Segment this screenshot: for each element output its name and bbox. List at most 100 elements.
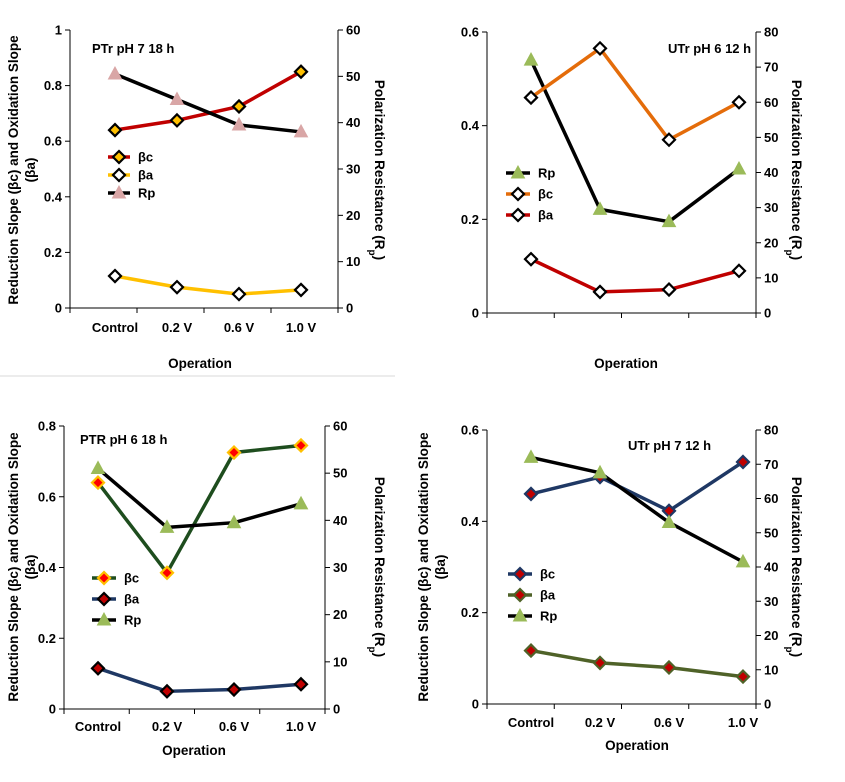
y-tick-label: 0.6 (38, 489, 56, 504)
data-point-βc (523, 90, 539, 106)
series-line-Rp (530, 455, 744, 564)
series-line-Rp (114, 72, 302, 134)
data-point-βc (661, 132, 677, 148)
data-point-Rp (159, 519, 175, 533)
y-tick-label: 0.2 (38, 631, 56, 646)
y-tick-label: 0.8 (38, 419, 56, 434)
data-point-Rp (293, 495, 309, 510)
y-tick-label: 0.2 (44, 245, 62, 260)
data-point-Rp (735, 553, 751, 568)
data-point-βc (90, 475, 106, 491)
y-axis-title: Reduction Slope (βc) and Oxidation Slope… (6, 432, 38, 702)
y2-axis-title: Polarization Resistance (Rp) (367, 477, 388, 657)
data-point-Rp (592, 201, 608, 215)
x-axis-title: Operation (162, 743, 226, 758)
chart-panel-4: 0 0.2 0.4 0.6 0 10 20 30 40 50 60 70 80 Control 0.2 V 0… (416, 423, 804, 754)
data-point-Rp (231, 116, 247, 131)
series-line-βc (114, 70, 302, 132)
x-tick-label: 1.0 V (286, 719, 317, 734)
chart-panel-3: 0 0.2 0.4 0.6 0.8 0 10 20 30 40 50 60 Control 0.2 V 0.… (6, 419, 387, 759)
series-line-βa (530, 648, 744, 679)
data-point-βa (231, 286, 247, 302)
x-axis-title: Operation (594, 356, 658, 371)
y2-tick-label: 70 (764, 457, 778, 472)
y2-tick-label: 60 (764, 95, 778, 110)
x-axis-title: Operation (168, 356, 232, 371)
data-point-Rp (523, 449, 539, 463)
y2-tick-label: 40 (346, 115, 360, 130)
data-point-βc (159, 565, 175, 581)
y-axis-title: Reduction Slope (βc) and Oxidation Slope… (416, 432, 448, 702)
y-axis-title-line: Reduction Slope (βc) and Oxidation Slope (6, 35, 21, 305)
legend-label: Rp (138, 186, 155, 201)
y2-axis-title-subscript: p (784, 249, 795, 255)
y2-tick-label: 10 (764, 662, 778, 677)
data-point-βa (661, 282, 677, 298)
data-point-βc (293, 437, 309, 454)
y-tick-label: 0.4 (38, 560, 57, 575)
x-tick-label: Control (92, 320, 138, 335)
y-axis-title-line: Reduction Slope (βc) and Oxidation Slope (416, 432, 431, 702)
y-axis-title-line: (βa) (23, 555, 38, 580)
y2-axis-title-text: Polarization Resistance (R (789, 80, 804, 250)
data-point-Rp (226, 514, 242, 529)
legend-swatch-marker (510, 164, 526, 179)
y-tick-label: 0.8 (44, 78, 62, 93)
y2-tick-label: 30 (333, 560, 347, 575)
legend-label: Rp (538, 166, 555, 181)
legend-swatch-marker (510, 186, 526, 202)
x-axis-title: Operation (605, 738, 669, 753)
data-point-βa (107, 268, 123, 284)
data-point-βa (592, 284, 608, 300)
data-point-Rp (661, 514, 677, 528)
y-tick-label: 0.6 (461, 25, 479, 40)
series-line-βc (530, 460, 744, 513)
legend-label: βc (538, 187, 553, 202)
y-tick-label: 1 (55, 23, 62, 38)
y2-axis-title: Polarization Resistance (Rp) (784, 477, 805, 657)
chart-title: PTR pH 6 18 h (80, 432, 167, 447)
y2-tick-label: 10 (346, 254, 360, 269)
legend-swatch-marker (96, 570, 112, 586)
series-line-Rp (96, 467, 302, 530)
y2-tick-label: 80 (764, 25, 778, 40)
y2-tick-label: 0 (764, 306, 771, 321)
data-point-βc (592, 40, 608, 56)
legend-label: βc (540, 567, 555, 582)
y2-axis-title-text: Polarization Resistance (R (372, 80, 387, 250)
y2-tick-label: 50 (764, 525, 778, 540)
y2-tick-label: 30 (764, 594, 778, 609)
legend-swatch-marker (96, 591, 112, 607)
data-point-Rp (169, 91, 185, 105)
y2-tick-label: 80 (764, 423, 778, 438)
data-point-βa (293, 282, 309, 298)
data-point-Rp (107, 65, 123, 80)
data-point-βa (523, 251, 539, 267)
y2-axis-title-text: ) (372, 256, 387, 261)
y2-axis-title: Polarization Resistance (Rp) (784, 80, 805, 260)
x-tick-label: 0.2 V (152, 719, 183, 734)
y-axis-title-line: Reduction Slope (βc) and Oxidation Slope (6, 432, 21, 702)
y2-tick-label: 0 (764, 697, 771, 712)
y-axis-title-line: (βa) (23, 158, 38, 183)
legend-label: Rp (124, 613, 141, 628)
x-tick-label: 1.0 V (286, 320, 317, 335)
data-point-βa (293, 676, 309, 692)
x-tick-label: 0.6 V (219, 719, 250, 734)
y2-axis-title-subscript: p (367, 646, 378, 652)
y2-tick-label: 20 (333, 607, 347, 622)
legend-swatch-marker (512, 607, 528, 622)
y2-tick-label: 10 (333, 654, 347, 669)
legend-label: βa (538, 208, 554, 223)
series-line-βa (114, 274, 302, 296)
data-point-βc (293, 64, 309, 80)
y2-axis-title-text: ) (372, 653, 387, 658)
y-tick-label: 0.2 (461, 605, 479, 620)
y2-tick-label: 10 (764, 270, 778, 285)
y-tick-label: 0.2 (461, 212, 479, 227)
data-point-βa (226, 681, 242, 698)
legend-swatch-marker (111, 167, 127, 183)
data-point-βa (90, 660, 106, 676)
y-axis-title-line: (βa) (433, 555, 448, 580)
